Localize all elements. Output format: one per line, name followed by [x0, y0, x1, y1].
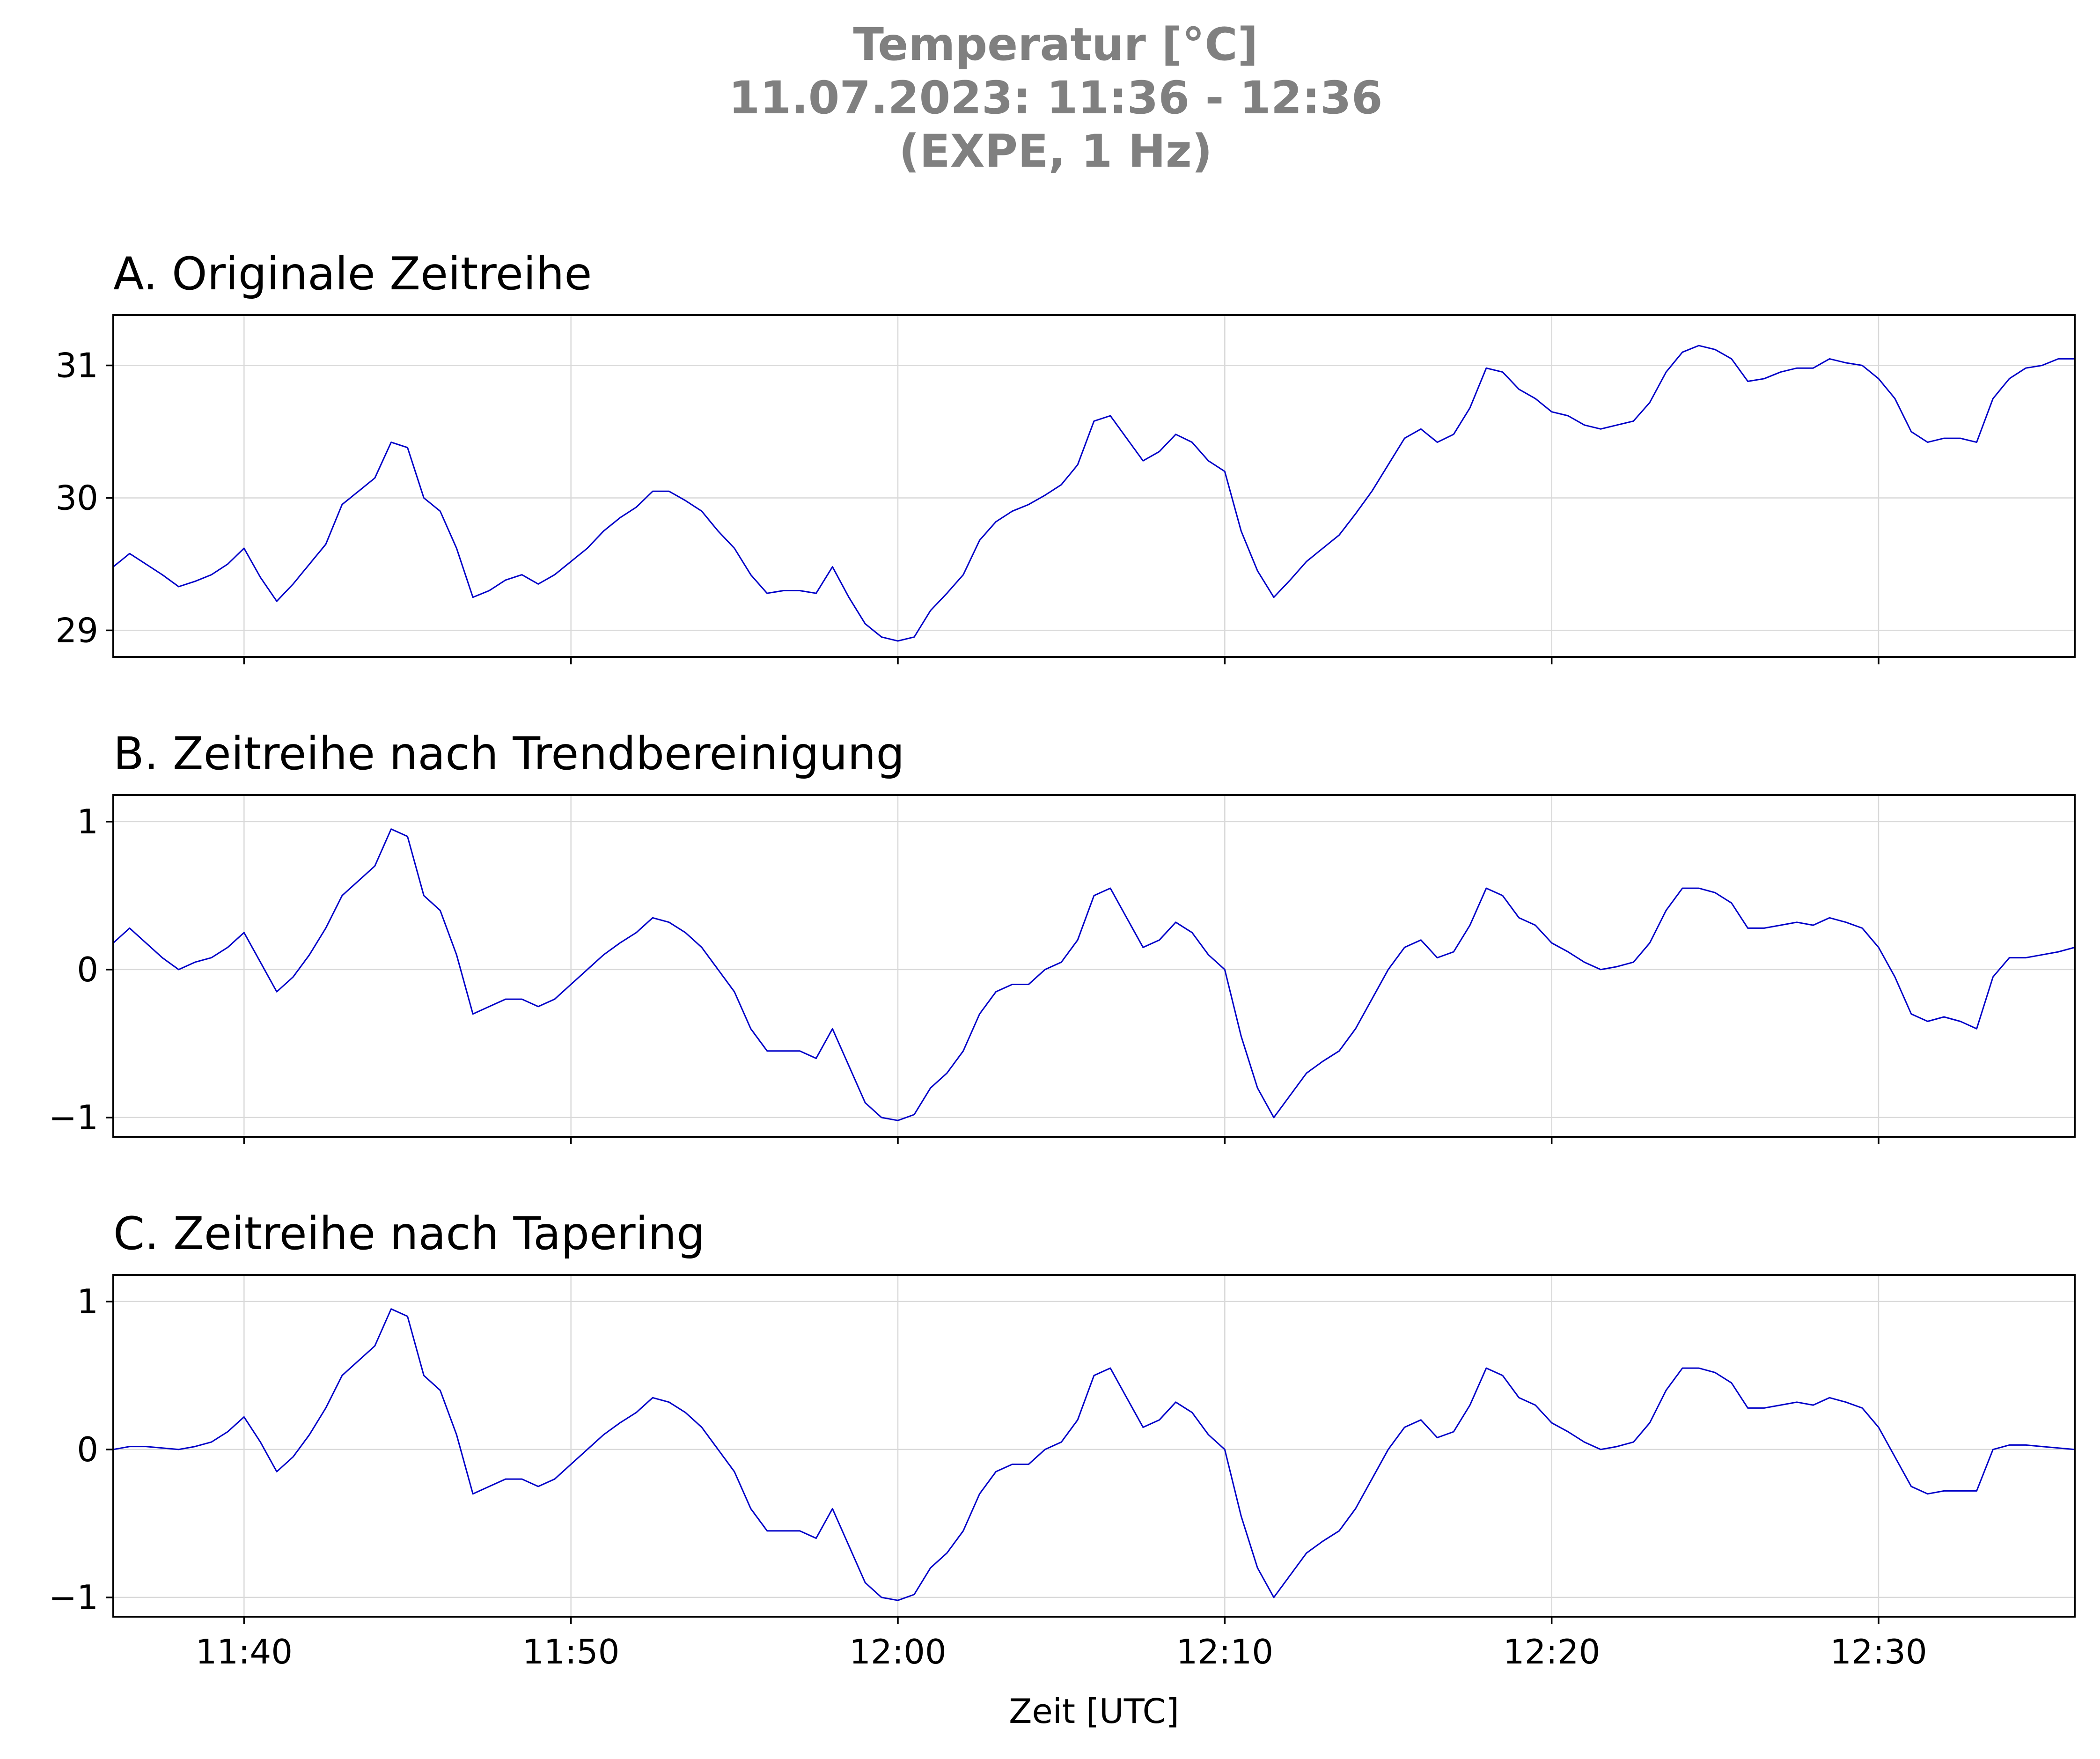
panel-a-plot: 29 30 31 [55, 314, 2076, 664]
panel-a-title: A. Originale Zeitreihe [113, 248, 592, 300]
panel-b-y-tick-label-2: 1 [77, 802, 98, 841]
panel-c-y-tick-label-1: 0 [77, 1430, 98, 1469]
panel-c-title: C. Zeitreihe nach Tapering [113, 1207, 705, 1260]
x-tick-label-4: 12:20 [1503, 1632, 1601, 1671]
panel-a-frame [112, 314, 2076, 658]
panel-a-y-tick-label-0: 29 [55, 611, 98, 650]
x-axis-label: Zeit [UTC] [1009, 1692, 1179, 1731]
panel-b-y-tick-label-0: −1 [49, 1098, 98, 1137]
panel-a-y-tick-label-1: 30 [55, 478, 98, 517]
panel-a-series-line-0 [113, 345, 2075, 642]
panel-a-y-tick-label-2: 31 [55, 346, 98, 385]
figure-title: Temperatur [°C] 11.07.2023: 11:36 - 12:3… [729, 18, 1383, 177]
figure-title-line-1: Temperatur [°C] [853, 18, 1258, 71]
panel-c-series-line-0 [113, 1308, 2075, 1601]
panel-b-title: B. Zeitreihe nach Trendbereinigung [113, 728, 904, 780]
x-tick-label-2: 12:00 [849, 1632, 947, 1671]
panel-b-y-tick-label-1: 0 [77, 950, 98, 989]
panel-c-frame [112, 1274, 2076, 1618]
panel-c-y-tick-label-0: −1 [49, 1578, 98, 1617]
panel-c-y-tick-label-2: 1 [77, 1282, 98, 1321]
panel-b-series-line-0 [112, 828, 2075, 1121]
x-tick-label-5: 12:30 [1830, 1632, 1927, 1671]
panel-c-plot: 11:40 11:50 12:00 12:10 12:20 12:30 −1 0 1 [49, 1274, 2076, 1671]
x-tick-label-3: 12:10 [1176, 1632, 1274, 1671]
x-tick-label-0: 11:40 [196, 1632, 293, 1671]
x-tick-label-1: 11:50 [522, 1632, 620, 1671]
figure-title-line-2: 11.07.2023: 11:36 - 12:36 [729, 72, 1383, 124]
panel-b-frame [112, 794, 2076, 1138]
figure-title-line-3: (EXPE, 1 Hz) [899, 125, 1212, 177]
panel-b-plot: −1 0 1 [49, 794, 2076, 1144]
